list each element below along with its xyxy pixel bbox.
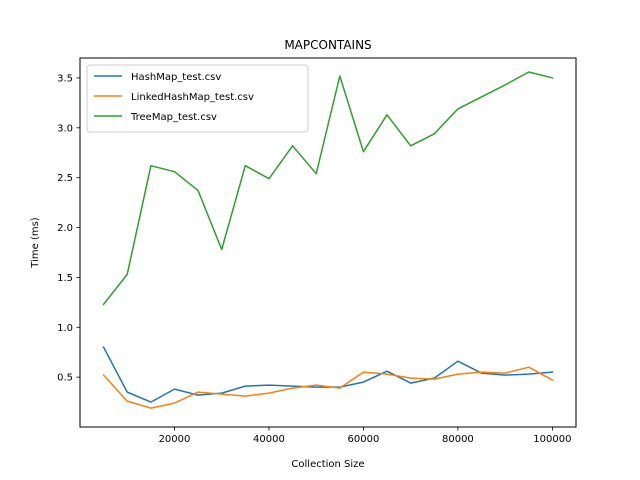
x-axis-ticks: 20000 40000 60000 80000 100000 <box>159 427 571 445</box>
series-line-1 <box>102 366 554 409</box>
legend-box <box>86 64 309 133</box>
y-tick-label: 1.5 <box>57 273 73 284</box>
legend-label-0: HashMap_test.csv <box>131 72 221 83</box>
legend-label-1: LinkedHashMap_test.csv <box>131 92 254 103</box>
y-tick-label: 3.0 <box>57 123 73 134</box>
x-tick-label: 80000 <box>442 434 474 445</box>
y-tick-label: 3.5 <box>57 73 73 84</box>
x-tick-label: 20000 <box>159 434 191 445</box>
series-line-2 <box>102 71 554 306</box>
plot-frame <box>79 57 577 428</box>
y-axis-ticks: 0.5 1.0 1.5 2.0 2.5 3.0 3.5 <box>57 73 80 384</box>
legend: HashMap_test.csv LinkedHashMap_test.csv Tr… <box>86 64 309 133</box>
x-axis-label: Collection Size <box>291 459 364 470</box>
chart-title: MAPCONTAINS <box>284 38 371 52</box>
legend-label-2: TreeMap_test.csv <box>130 112 217 123</box>
series-line-0 <box>102 346 554 403</box>
y-axis-label: Time (ms) <box>30 217 41 269</box>
y-tick-label: 2.5 <box>57 173 73 184</box>
x-tick-label: 100000 <box>533 434 571 445</box>
x-tick-label: 60000 <box>348 434 380 445</box>
plot-series <box>102 71 554 409</box>
x-tick-label: 40000 <box>253 434 285 445</box>
y-tick-label: 0.5 <box>57 373 73 384</box>
y-tick-label: 1.0 <box>57 323 73 334</box>
y-tick-label: 2.0 <box>57 223 73 234</box>
